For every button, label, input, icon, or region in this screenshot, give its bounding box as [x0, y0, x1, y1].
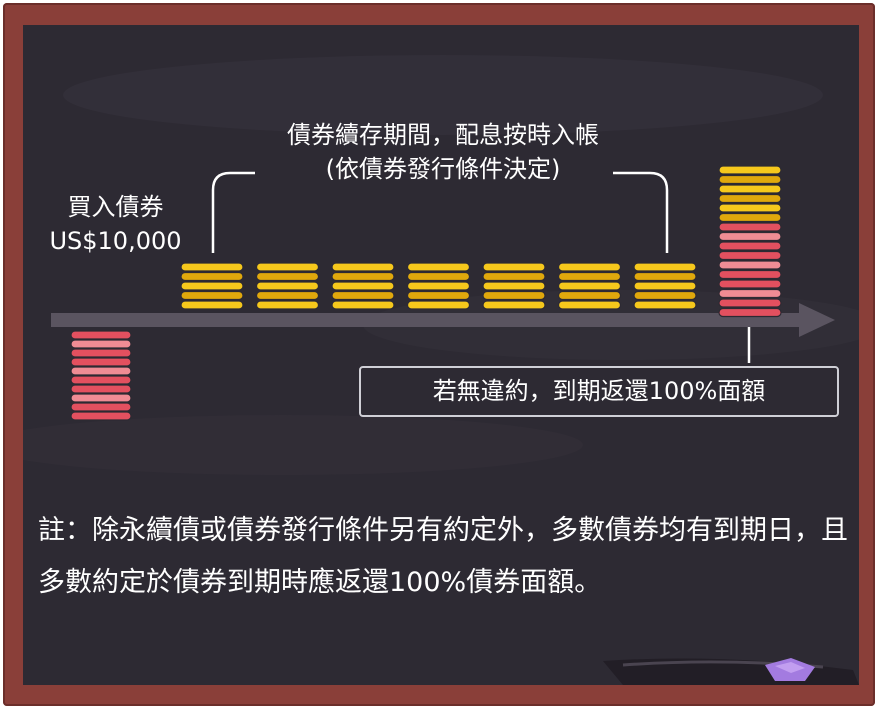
principal-coin — [70, 339, 132, 349]
coupon-coin — [406, 271, 471, 282]
chalkboard: 買入債券 US$10,000 債券續存期間，配息按時入帳 (依債券發行條件決定)… — [23, 25, 859, 685]
coupon-coin — [180, 290, 244, 301]
coupon-coin — [180, 281, 244, 291]
chalk-smudge — [23, 415, 583, 475]
coupon-coin — [255, 281, 320, 291]
buy-bond-label: 買入債券 US$10,000 — [33, 190, 198, 258]
principal-coin-stack — [70, 330, 132, 421]
maturity-coupon-coin — [718, 165, 782, 175]
maturity-coupon-coin — [718, 174, 782, 185]
maturity-principal-coin — [718, 222, 782, 232]
diagram-canvas — [23, 55, 859, 685]
maturity-principal-coin — [718, 307, 782, 318]
footnote: 註：除永續債或債券發行條件另有約定外，多數債券均有到期日，且多數約定於債券到期時… — [38, 515, 848, 598]
chalkboard-frame: 買入債券 US$10,000 債券續存期間，配息按時入帳 (依債券發行條件決定)… — [3, 3, 875, 706]
gem-icon — [765, 658, 815, 681]
principal-coin — [70, 330, 132, 340]
coupon-coin — [633, 262, 697, 272]
coupon-coin — [406, 262, 471, 272]
timeline-arrow — [51, 303, 835, 337]
maturity-principal-coin — [718, 250, 782, 261]
coupon-coin — [557, 262, 622, 272]
chalk-smudge — [63, 55, 823, 135]
principal-coin — [70, 366, 132, 376]
coupon-coin — [482, 290, 546, 301]
coupon-coin — [482, 271, 546, 282]
principal-coin — [70, 348, 132, 358]
coupon-coin — [180, 271, 244, 282]
coupon-coin — [180, 262, 244, 272]
coupon-coin — [482, 281, 546, 291]
coupon-coin — [255, 262, 320, 272]
principal-coin — [70, 384, 132, 394]
coupon-coin — [633, 300, 697, 310]
coupon-coin — [557, 300, 622, 310]
coupon-coin — [406, 300, 471, 310]
maturity-return-box: 若無違約，到期返還100%面額 — [359, 366, 839, 417]
maturity-principal-coin — [718, 269, 782, 280]
coupon-coin — [331, 271, 395, 282]
maturity-coupon-coin — [718, 203, 782, 213]
coupon-coin — [255, 271, 320, 282]
coupon-coin — [633, 281, 697, 291]
maturity-principal-coin — [718, 279, 782, 289]
coupon-coin — [482, 300, 546, 310]
maturity-coupon-coin — [718, 212, 782, 223]
maturity-principal-coin — [718, 241, 782, 251]
maturity-principal-coin — [718, 260, 782, 270]
buy-bond-amount: US$10,000 — [49, 227, 182, 255]
maturity-coin-stack — [718, 165, 782, 318]
holding-period-label: 債券續存期間，配息按時入帳 (依債券發行條件決定) — [183, 118, 703, 186]
coupon-coin — [406, 290, 471, 301]
maturity-principal-coin — [718, 231, 782, 242]
principal-coin — [70, 375, 132, 385]
principal-coin — [70, 357, 132, 367]
coupon-coin — [331, 281, 395, 291]
principal-coin — [70, 393, 132, 403]
principal-coin — [70, 411, 132, 421]
coupon-coin — [557, 271, 622, 282]
maturity-coupon-coin — [718, 193, 782, 204]
coupon-coin — [180, 300, 244, 310]
coupon-coin — [255, 290, 320, 301]
holding-period-bracket — [211, 171, 669, 253]
coupon-coin — [406, 281, 471, 291]
maturity-principal-coin — [718, 298, 782, 308]
coupon-coin — [557, 290, 622, 301]
coupon-coin — [255, 300, 320, 310]
coupon-coin-stacks — [180, 262, 697, 310]
maturity-principal-coin — [718, 288, 782, 299]
holding-period-subtitle: (依債券發行條件決定) — [325, 155, 561, 183]
principal-coin — [70, 402, 132, 412]
maturity-return-text: 若無違約，到期返還100%面額 — [432, 377, 766, 405]
coupon-coin — [633, 290, 697, 301]
buy-bond-title: 買入債券 — [67, 193, 164, 221]
coupon-coin — [331, 300, 395, 310]
coupon-coin — [331, 262, 395, 272]
coupon-coin — [331, 290, 395, 301]
chalk-stick-icon — [603, 658, 859, 685]
coupon-coin — [482, 262, 546, 272]
holding-period-title: 債券續存期間，配息按時入帳 — [287, 121, 599, 149]
coupon-coin — [633, 271, 697, 282]
coupon-coin — [557, 281, 622, 291]
maturity-coupon-coin — [718, 184, 782, 194]
